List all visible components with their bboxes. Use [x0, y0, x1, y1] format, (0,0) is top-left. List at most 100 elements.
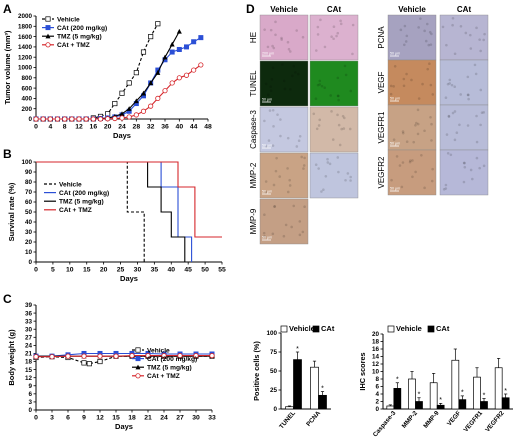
- x-tick-label: 40: [167, 267, 175, 274]
- data-point-vehicle: [140, 49, 147, 55]
- micrograph-vegfr1-vehicle-scale-label: 50 µm: [390, 142, 400, 146]
- data-point-cat-tmz: [90, 116, 96, 122]
- micrograph-vegfr1-cat-cell: [453, 138, 457, 142]
- bar-cat-caspase-3: [393, 388, 402, 410]
- x-tick-label: 24: [118, 124, 126, 131]
- micrograph-he-vehicle-cell: [269, 28, 273, 32]
- data-point-cat-tmz: [97, 353, 103, 359]
- data-point-cat-tmz: [145, 353, 151, 359]
- y-tick-label: 6: [28, 391, 32, 398]
- micrograph-caspase-3-vehicle-cell: [279, 118, 282, 121]
- x-tick-label: 20: [100, 267, 108, 274]
- x-tick-label: 40: [176, 124, 184, 131]
- panel-c-body-weight-chart: 0 3 6 9 12 15 18 21 24 27 30 3303691215182124273033…: [7, 302, 216, 431]
- micrograph-tunel-cat-cell: [343, 64, 347, 68]
- micrograph-vegfr1-cat-cell: [475, 114, 478, 118]
- micrograph-tunel-vehicle-cell: [282, 79, 286, 83]
- significance-vegfr1: *: [483, 392, 486, 399]
- micrograph-he-vehicle-cell: [274, 20, 277, 24]
- row-label-vegfr1: VEGFR1: [377, 111, 386, 144]
- bar-cat-vegfr2: [501, 397, 510, 410]
- micrograph-caspase-3-cat-cell: [342, 127, 346, 130]
- micrograph-mmp-2-cat-cell: [317, 167, 320, 170]
- data-point-cat-tmz: [76, 116, 82, 122]
- micrograph-vegfr2-vehicle-cell: [423, 186, 426, 190]
- micrograph-he-vehicle-cell: [295, 29, 299, 32]
- legend: Vehicle CAt: [387, 324, 450, 333]
- micrograph-vegf-cat-cell: [466, 75, 470, 79]
- micrograph-he-cat-cell: [351, 52, 354, 56]
- micrograph-vegf-cat-cell: [474, 72, 478, 76]
- micrograph-pcna-vehicle-cell: [430, 32, 433, 36]
- micrograph-tunel-vehicle-cell: [289, 88, 292, 91]
- y-tick-label: 36: [25, 310, 33, 317]
- micrograph-mmp-9-vehicle-cell: [273, 205, 276, 208]
- y-tick-label: 18: [372, 339, 380, 346]
- y-tick-label: 600: [21, 85, 32, 92]
- micrograph-vegfr1-cat-cell: [447, 115, 451, 118]
- data-point-cat-tmz: [162, 88, 168, 94]
- micrograph-vegfr2-vehicle-cell: [431, 167, 434, 171]
- data-point-cat-tmz: [119, 115, 125, 121]
- x-tick-label: 24: [160, 415, 168, 422]
- micrograph-vegfr2-vehicle-image: [387, 149, 437, 196]
- data-point-cat-tmz: [47, 116, 53, 122]
- micrograph-caspase-3-cat-cell: [343, 116, 346, 120]
- micrograph-vegfr2-cat: [439, 149, 489, 196]
- micrograph-caspase-3-cat-image: [309, 106, 359, 153]
- micrograph-caspase-3-cat-cell: [348, 127, 352, 131]
- series-line-cat-tmz: [36, 161, 222, 238]
- micrograph-mmp-9-vehicle-cell: [263, 235, 266, 238]
- y-tick-label: 27: [25, 335, 33, 342]
- micrograph-mmp-2-vehicle-cell: [288, 178, 291, 182]
- micrograph-mmp-9-vehicle-cell: [273, 205, 277, 208]
- series-tmz-5-mg-kg: [33, 28, 182, 122]
- micrograph-pcna-vehicle-cell: [425, 22, 429, 26]
- micrograph-vegf-cat-cell: [446, 82, 450, 86]
- micrograph-vegfr2-cat-cell: [444, 183, 448, 187]
- micrograph-caspase-3-vehicle-cell: [297, 139, 301, 143]
- micrograph-mmp-9-vehicle-cell: [298, 220, 302, 223]
- micrograph-tunel-vehicle-cell: [264, 82, 268, 86]
- micrograph-mmp-2-vehicle-cell: [288, 184, 292, 187]
- micrograph-pcna-vehicle-cell: [424, 39, 428, 43]
- y-tick-label: 800: [21, 75, 32, 82]
- micrograph-tunel-cat-cell: [323, 86, 326, 89]
- micrograph-tunel-vehicle: 50 µm: [259, 60, 309, 107]
- micrograph-pcna-cat-cell: [451, 16, 455, 20]
- legend-label-vehicle: Vehicle: [59, 181, 82, 188]
- y-tick-label: 50: [270, 368, 278, 375]
- y-tick-label: 3: [28, 399, 32, 406]
- y-tick-label: 30: [25, 326, 33, 333]
- x-tick-label: 21: [144, 415, 152, 422]
- legend-label-cat-tmz: CAt + TMZ: [147, 373, 180, 380]
- micrograph-he-vehicle: 200 µm: [259, 14, 309, 61]
- data-point-vehicle: [155, 21, 161, 27]
- column-header-right-vehicle: Vehicle: [398, 5, 426, 14]
- micrograph-mmp-2-cat-cell: [320, 190, 323, 193]
- micrograph-tunel-cat-cell: [314, 97, 318, 101]
- micrograph-vegfr2-vehicle-scale-label: 50 µm: [390, 187, 400, 191]
- micrograph-vegf-vehicle-cell: [405, 72, 408, 76]
- x-tick-label: 44: [190, 124, 198, 131]
- legend-label-cat-200-mg-kg: CAt (200 mg/kg): [57, 25, 107, 32]
- micrograph-he-cat-cell: [339, 19, 342, 23]
- micrograph-he-vehicle-cell: [301, 35, 305, 39]
- y-tick-label: 60: [25, 199, 33, 206]
- micrograph-mmp-2-vehicle: 50 µm: [259, 152, 309, 199]
- micrograph-vegfr2-vehicle-cell: [409, 159, 412, 162]
- micrograph-vegfr1-cat-cell: [475, 140, 479, 144]
- data-point-cat-tmz: [62, 116, 68, 122]
- data-point-cat-tmz: [97, 116, 104, 122]
- y-tick-label: 75: [270, 349, 278, 356]
- legend-marker-tmz-5-mg-kg: [135, 364, 141, 370]
- micrograph-mmp-2-vehicle-cell: [303, 156, 306, 160]
- micrograph-vegfr2-vehicle-cell: [400, 185, 404, 189]
- data-point-cat-200-mg-kg: [191, 39, 197, 45]
- bar-vehicle-tunel: [285, 406, 294, 410]
- x-tick-label: 8: [63, 124, 67, 131]
- micrograph-vegfr2-cat-image: [439, 149, 489, 196]
- panel-label-d: D: [246, 2, 255, 16]
- micrograph-caspase-3-cat-cell: [330, 110, 333, 113]
